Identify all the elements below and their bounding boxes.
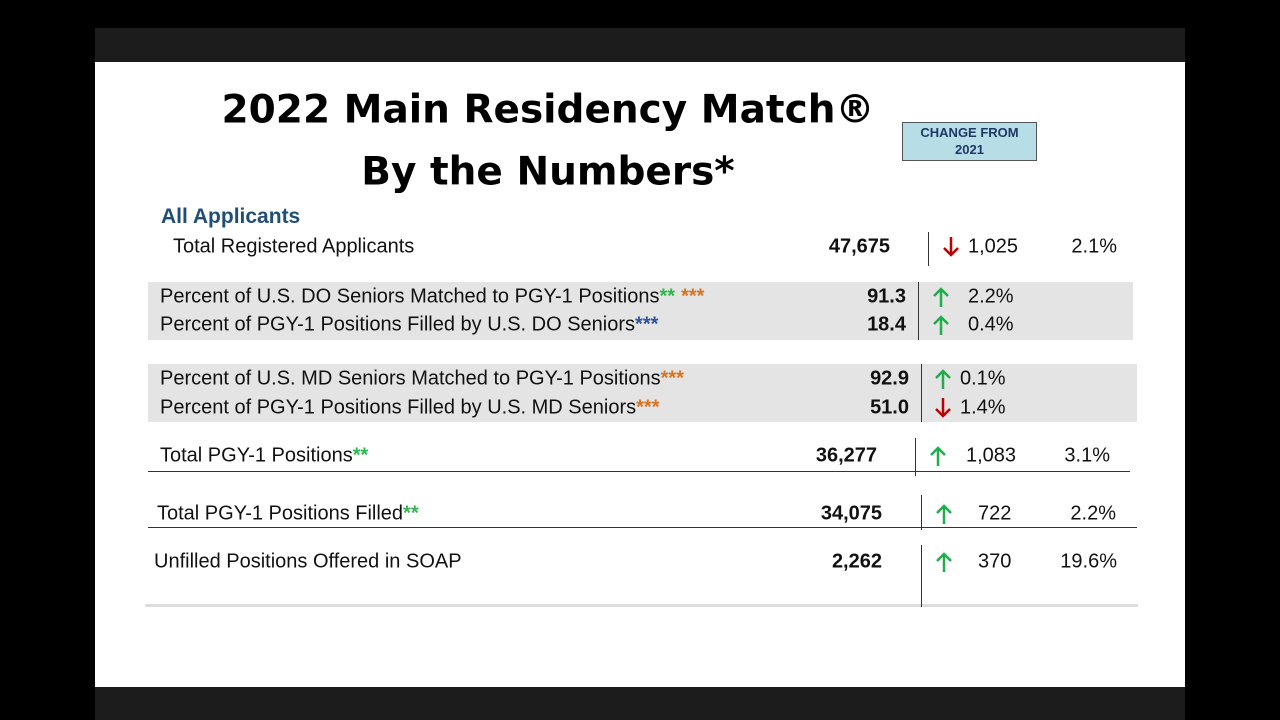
trend-arrow [934,397,952,419]
row-label: Percent of U.S. DO Seniors Matched to PG… [160,286,704,309]
change-pct: 19.6% [1060,550,1117,573]
row-band [148,282,1133,340]
label-text: Unfilled Positions Offered in SOAP [154,550,462,573]
label-text: Total PGY-1 Positions [160,444,353,467]
trend-arrow [935,551,953,573]
row-label: Total Registered Applicants [173,236,414,259]
trend-arrow [932,286,950,308]
change-value: 370 [978,550,1012,573]
divider [928,232,929,266]
arrow-icon [930,446,946,466]
label-text: Percent of PGY-1 Positions Filled by U.S… [160,396,637,419]
row-value: 51.0 [870,396,909,419]
change-value: 0.4% [968,313,1014,336]
top-bar [95,28,1185,62]
bottom-bar [95,687,1185,720]
trend-arrow [942,236,960,258]
arrow-icon [936,552,952,572]
label-text: Percent of PGY-1 Positions Filled by U.S… [160,313,636,336]
change-pct: 3.1% [1064,444,1110,467]
footnote-mark: ** [659,285,676,308]
label-text: Percent of U.S. MD Seniors Matched to PG… [160,367,661,390]
row-band [148,364,1137,422]
footnote-mark: *** [681,285,705,308]
rule [148,527,1137,528]
arrow-icon [935,369,951,389]
row-value: 34,075 [820,502,882,525]
row-label: Total PGY-1 Positions** [160,445,368,468]
title: 2022 Main Residency Match® [221,87,875,133]
change-value: 1,083 [966,444,1017,467]
arrow-icon [933,315,949,335]
footnote-mark: ** [403,502,419,525]
change-value: 1,025 [968,235,1019,258]
footnote-mark: *** [660,367,684,390]
row-label: Percent of U.S. MD Seniors Matched to PG… [160,368,684,391]
footnote-mark: ** [352,444,369,467]
divider [915,438,916,476]
change-value: 722 [978,502,1012,525]
footnote-mark: *** [635,313,659,336]
arrow-icon [936,504,952,524]
row-value: 47,675 [828,235,890,258]
row-label: Percent of PGY-1 Positions Filled by U.S… [160,314,658,337]
divider [918,282,919,340]
divider [921,545,922,607]
footnote-mark: *** [636,396,660,419]
row-value: 36,277 [815,444,877,467]
badge-text: CHANGE FROM [920,125,1019,140]
trend-arrow [929,445,947,467]
divider [921,364,922,422]
change-pct: 2.1% [1071,235,1117,258]
row-label: Percent of PGY-1 Positions Filled by U.S… [160,397,659,420]
row-value: 18.4 [867,313,906,336]
section-header: All Applicants [161,205,301,228]
label-text: Total Registered Applicants [173,235,415,258]
change-value: 0.1% [960,367,1006,390]
rule [145,604,1138,607]
arrow-icon [943,237,959,257]
title: By the Numbers* [361,149,735,195]
change-badge: CHANGE FROM 2021 [902,122,1037,161]
trend-arrow [932,314,950,336]
arrow-icon [935,398,951,418]
trend-arrow [935,503,953,525]
change-pct: 2.2% [1070,502,1116,525]
row-value: 91.3 [867,285,906,308]
row-value: 2,262 [831,550,882,573]
rule [148,471,1130,472]
badge-text: 2021 [955,142,984,157]
row-label: Unfilled Positions Offered in SOAP [154,551,462,574]
label-text: Percent of U.S. DO Seniors Matched to PG… [160,285,660,308]
divider [921,495,922,530]
row-label: Total PGY-1 Positions Filled** [157,503,419,526]
row-value: 92.9 [870,367,909,390]
arrow-icon [933,287,949,307]
label-text: Total PGY-1 Positions Filled [157,502,404,525]
change-value: 2.2% [968,285,1014,308]
change-value: 1.4% [960,396,1006,419]
trend-arrow [934,368,952,390]
